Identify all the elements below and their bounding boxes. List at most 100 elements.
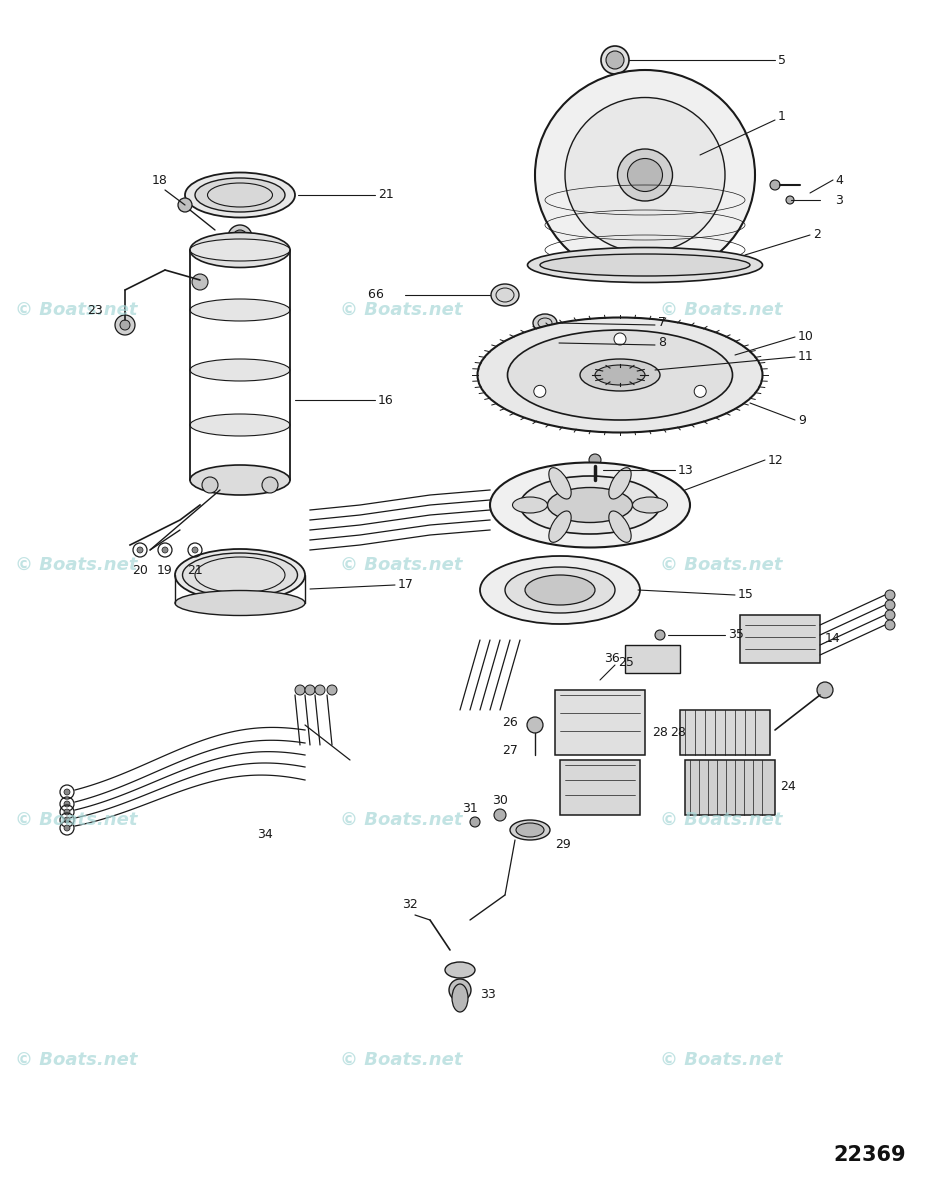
Ellipse shape [548,487,632,522]
Ellipse shape [609,468,631,499]
Bar [680,710,770,755]
Ellipse shape [632,497,667,514]
Ellipse shape [190,414,290,436]
Circle shape [786,196,794,204]
Bar [625,646,680,673]
Text: 23: 23 [88,304,103,317]
Text: 36: 36 [604,653,620,666]
Ellipse shape [195,178,285,212]
Circle shape [64,802,70,806]
Text: © Boats.net: © Boats.net [340,811,462,829]
Ellipse shape [628,158,662,192]
Circle shape [494,809,506,821]
Text: © Boats.net: © Boats.net [660,811,783,829]
Circle shape [178,198,192,212]
Text: 32: 32 [402,899,418,912]
Circle shape [305,685,315,695]
Ellipse shape [513,497,548,514]
Circle shape [202,476,218,493]
Text: © Boats.net: © Boats.net [15,1051,137,1069]
Ellipse shape [540,254,750,276]
Ellipse shape [183,553,297,596]
Circle shape [655,630,665,640]
Ellipse shape [516,823,544,838]
Text: 10: 10 [798,330,814,343]
Ellipse shape [565,97,725,252]
Bar [685,760,775,815]
Text: 2: 2 [813,228,821,241]
Text: 6: 6 [375,288,383,301]
Ellipse shape [520,476,660,534]
Circle shape [885,610,895,620]
Circle shape [327,685,337,695]
Ellipse shape [190,233,290,268]
Ellipse shape [175,590,305,616]
Circle shape [192,274,208,290]
Text: 9: 9 [798,414,805,426]
Text: 14: 14 [825,632,840,646]
Circle shape [589,454,601,466]
Text: © Boats.net: © Boats.net [15,556,137,574]
Text: © Boats.net: © Boats.net [660,301,783,319]
Circle shape [694,385,706,397]
Ellipse shape [505,566,615,613]
Ellipse shape [528,247,762,282]
Ellipse shape [477,318,762,432]
Ellipse shape [533,314,557,332]
Circle shape [115,314,135,335]
Circle shape [162,547,168,553]
Ellipse shape [490,462,690,547]
Ellipse shape [510,820,550,840]
Circle shape [601,46,629,74]
Ellipse shape [525,575,595,605]
Text: 24: 24 [780,780,796,793]
Circle shape [614,332,626,346]
Ellipse shape [175,550,305,601]
Text: 20: 20 [132,564,148,576]
Ellipse shape [190,464,290,494]
Circle shape [64,817,70,823]
Text: © Boats.net: © Boats.net [340,301,462,319]
Text: 35: 35 [728,629,744,642]
Bar [560,760,640,815]
Circle shape [885,590,895,600]
Text: 1: 1 [778,110,786,124]
Circle shape [262,476,278,493]
Circle shape [885,600,895,610]
Text: 15: 15 [738,588,754,601]
Circle shape [64,790,70,794]
Text: 4: 4 [835,174,843,186]
Circle shape [64,826,70,830]
Circle shape [120,320,130,330]
Text: © Boats.net: © Boats.net [15,811,137,829]
Text: © Boats.net: © Boats.net [340,556,462,574]
Text: 27: 27 [502,744,518,756]
Text: 7: 7 [658,317,666,330]
Text: 5: 5 [778,54,786,66]
Text: 11: 11 [798,350,814,364]
Text: 16: 16 [378,394,393,407]
Ellipse shape [507,330,732,420]
Circle shape [315,685,325,695]
Text: 31: 31 [462,802,478,815]
Ellipse shape [617,149,673,200]
Ellipse shape [452,984,468,1012]
Text: 28: 28 [652,726,668,739]
Text: 3: 3 [835,193,843,206]
Circle shape [228,226,252,248]
Text: 33: 33 [480,989,496,1002]
Text: 8: 8 [658,336,666,349]
Text: 30: 30 [492,793,508,806]
Text: © Boats.net: © Boats.net [340,1051,462,1069]
Text: 22369: 22369 [834,1145,906,1165]
Circle shape [64,809,70,815]
Text: 34: 34 [257,828,273,841]
Text: © Boats.net: © Boats.net [15,301,137,319]
Ellipse shape [185,173,295,217]
Text: 18: 18 [152,174,167,186]
Ellipse shape [445,962,475,978]
Ellipse shape [480,556,640,624]
Text: 19: 19 [157,564,173,576]
Text: © Boats.net: © Boats.net [660,556,783,574]
Circle shape [527,716,543,733]
